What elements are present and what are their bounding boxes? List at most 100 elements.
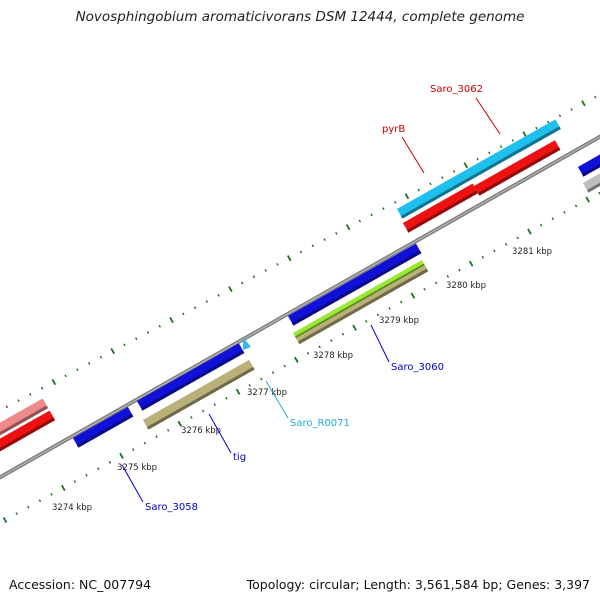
tick-mark xyxy=(539,223,543,227)
gene-tig[interactable] xyxy=(137,343,245,411)
tick-mark xyxy=(228,286,233,293)
tick-mark xyxy=(235,388,241,395)
tick-mark xyxy=(563,210,566,214)
tick-label: 3277 kbp xyxy=(247,388,287,398)
gene-label-leader xyxy=(265,380,289,419)
tick-mark xyxy=(166,428,170,432)
gene-olive-lower[interactable] xyxy=(143,359,255,430)
gene-shadow xyxy=(0,405,49,436)
tick-mark xyxy=(323,238,326,241)
gene-body xyxy=(288,243,422,326)
tick-mark xyxy=(87,362,91,365)
tick-mark xyxy=(370,213,373,217)
gene-red-2[interactable] xyxy=(474,140,561,196)
gene-label-leader xyxy=(401,136,425,174)
tick-mark xyxy=(271,371,275,374)
tick-mark xyxy=(527,228,532,235)
gene-shadow xyxy=(406,190,479,233)
tick-mark xyxy=(488,151,491,155)
gene-label-leader xyxy=(370,324,390,363)
tick-mark xyxy=(286,255,292,262)
gene-highlight xyxy=(73,406,130,442)
page-title: Novosphingobium aromaticivorans DSM 1244… xyxy=(75,9,525,25)
tick-mark xyxy=(463,162,469,169)
tick-mark xyxy=(294,356,299,363)
gene-highlight xyxy=(296,265,427,342)
tick-mark xyxy=(365,319,368,323)
tick-mark xyxy=(511,139,515,142)
tick-mark xyxy=(15,512,18,515)
tick-mark xyxy=(51,378,57,386)
tick-mark xyxy=(423,287,426,291)
tick-mark xyxy=(131,448,135,451)
tick-mark xyxy=(546,120,550,124)
tick-mark xyxy=(123,343,126,347)
tick-mark xyxy=(581,100,586,107)
gene-blue-edge[interactable] xyxy=(578,147,600,177)
gene-label[interactable]: Saro_3060 xyxy=(391,362,444,373)
gene-highlight xyxy=(397,119,558,213)
tick-mark xyxy=(352,324,357,331)
tick-mark xyxy=(213,403,216,407)
gene-body xyxy=(474,140,561,196)
tick-mark xyxy=(410,292,416,299)
tick-label: 3274 kbp xyxy=(52,503,92,513)
tick-mark xyxy=(146,331,150,334)
gene-label[interactable]: Saro_R0071 xyxy=(290,418,350,429)
gene-red-left[interactable] xyxy=(0,410,56,460)
tick-mark xyxy=(85,473,88,477)
tick-mark xyxy=(135,337,138,341)
gene-body xyxy=(137,343,245,411)
gene-olive-upper[interactable] xyxy=(296,265,429,345)
gene-body xyxy=(397,119,561,219)
gene-blue-upper[interactable] xyxy=(288,243,422,326)
gene-shadow xyxy=(400,126,561,219)
gene-pyrb[interactable] xyxy=(403,183,479,233)
tick-mark xyxy=(177,420,183,427)
tick-mark xyxy=(404,193,410,200)
gene-body xyxy=(73,406,134,448)
tick-mark xyxy=(283,364,286,368)
tick-mark xyxy=(169,317,174,324)
gene-label[interactable]: Saro_3058 xyxy=(145,502,198,513)
tick-mark xyxy=(190,416,193,419)
gene-highlight xyxy=(0,410,52,444)
tick-mark xyxy=(29,393,32,396)
tick-mark xyxy=(119,452,124,459)
tick-label: 3278 kbp xyxy=(313,351,353,361)
gene-highlight xyxy=(293,260,424,337)
tick-mark xyxy=(108,460,112,464)
tick-mark xyxy=(504,243,508,246)
tick-mark xyxy=(182,312,185,316)
tick-mark xyxy=(441,176,444,180)
tick-mark xyxy=(522,131,527,138)
gene-highlight xyxy=(403,183,475,227)
tick-mark xyxy=(205,300,209,303)
gene-label[interactable]: tig xyxy=(233,452,246,463)
tick-mark xyxy=(155,435,158,439)
gene-label-leader xyxy=(475,97,501,135)
gene-saro-3058[interactable] xyxy=(73,406,134,448)
tick-mark xyxy=(468,260,474,267)
tick-mark xyxy=(458,268,461,272)
trna-marker[interactable] xyxy=(243,337,251,350)
gene-highlight xyxy=(578,154,600,171)
tick-mark xyxy=(335,231,338,235)
gene-gray-edge[interactable] xyxy=(583,163,600,193)
tick-mark xyxy=(481,255,485,259)
tick-mark xyxy=(306,351,310,355)
tick-mark xyxy=(225,396,228,400)
gene-label[interactable]: Saro_3062 xyxy=(430,84,483,95)
tick-mark xyxy=(417,188,420,192)
inner-tick-track xyxy=(2,191,600,524)
gene-saro-3062[interactable] xyxy=(397,119,561,219)
tick-label: 3280 kbp xyxy=(446,281,486,291)
gene-pink-left[interactable] xyxy=(0,398,49,444)
gene-label[interactable]: pyrB xyxy=(382,124,405,135)
tick-mark xyxy=(318,345,321,349)
tick-mark xyxy=(585,196,590,203)
accession-label: Accession: NC_007794 xyxy=(9,577,152,592)
gene-shadow xyxy=(291,250,422,326)
tick-mark xyxy=(97,467,100,471)
